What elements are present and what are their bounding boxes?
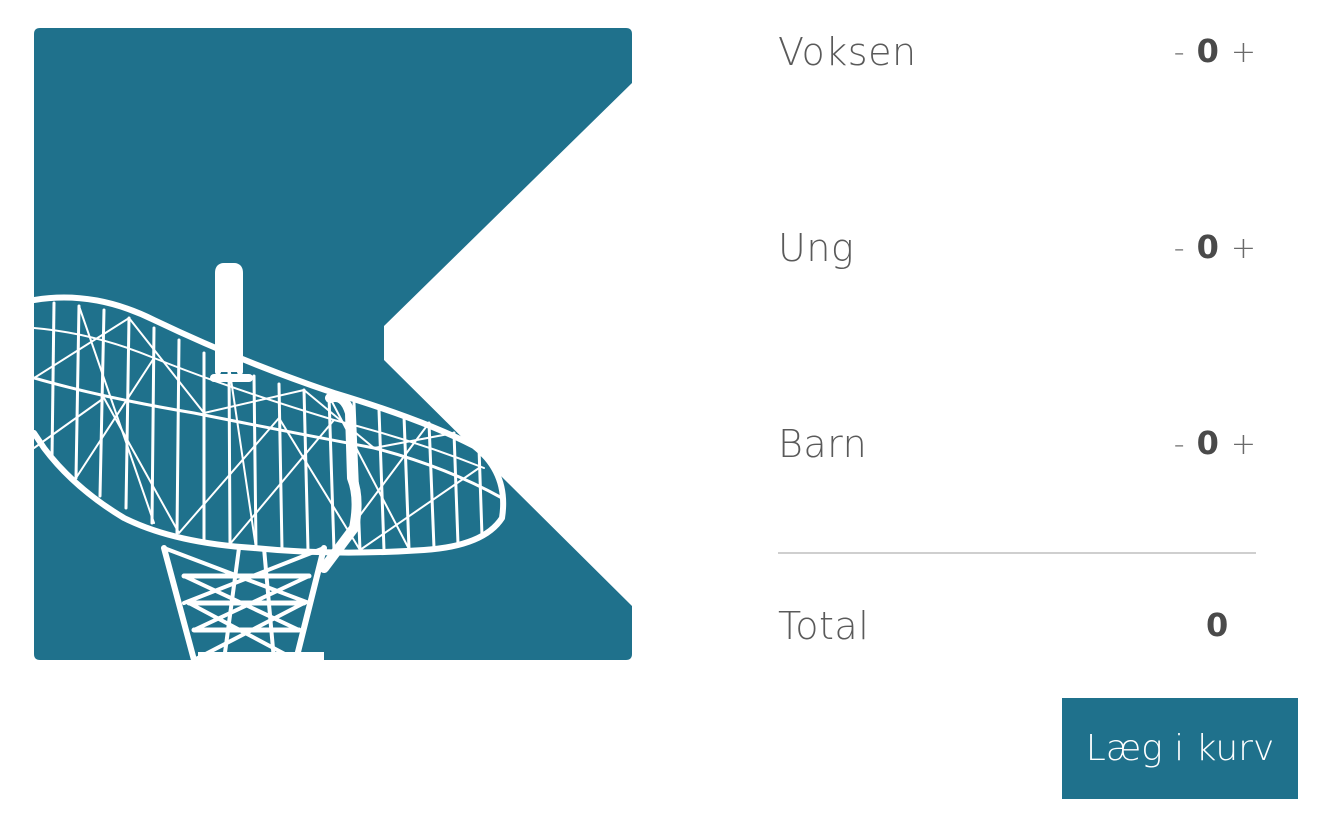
ticket-row-voksen: Voksen - 0 + [778, 30, 1256, 90]
decrease-button[interactable]: - [1173, 35, 1185, 70]
quantity-value: 0 [1196, 424, 1219, 462]
ticket-label: Voksen [778, 30, 917, 74]
ticket-label: Barn [778, 422, 868, 466]
add-to-cart-button[interactable]: Læg i kurv [1062, 698, 1298, 799]
quantity-value: 0 [1196, 32, 1219, 70]
radio-telescope-image [34, 28, 632, 660]
total-value: 0 [1206, 606, 1229, 644]
ticket-label: Ung [778, 226, 855, 270]
ticket-row-barn: Barn - 0 + [778, 422, 1256, 482]
quantity-stepper: - 0 + [1174, 32, 1256, 70]
total-divider [778, 552, 1256, 554]
decrease-button[interactable]: - [1173, 427, 1185, 462]
ticket-row-ung: Ung - 0 + [778, 226, 1256, 286]
increase-button[interactable]: + [1230, 231, 1256, 266]
total-label: Total [778, 604, 870, 648]
increase-button[interactable]: + [1230, 427, 1256, 462]
decrease-button[interactable]: - [1173, 231, 1185, 266]
increase-button[interactable]: + [1230, 35, 1256, 70]
quantity-stepper: - 0 + [1174, 424, 1256, 462]
quantity-value: 0 [1196, 228, 1219, 266]
quantity-stepper: - 0 + [1174, 228, 1256, 266]
